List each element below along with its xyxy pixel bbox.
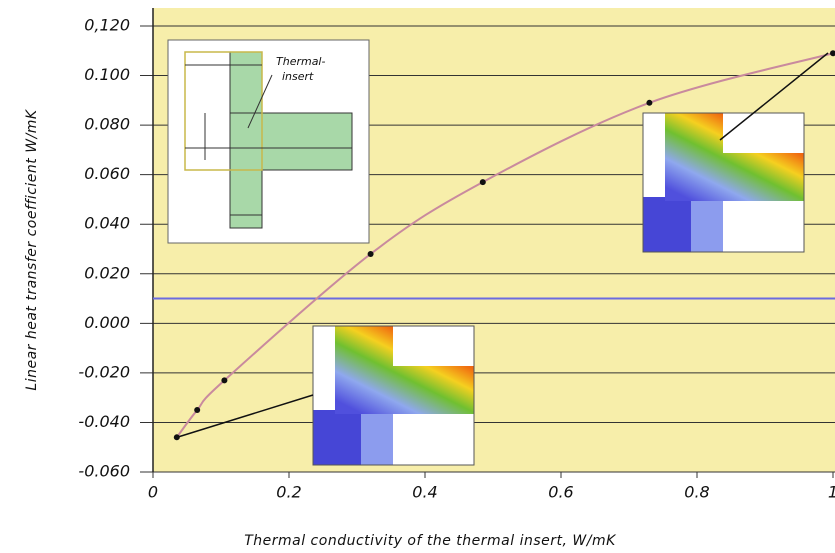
y-tick-label: -0.040 <box>78 412 130 431</box>
y-axis-title: Linear heat transfer coefficient W/mK <box>24 108 40 391</box>
x-tick-label: 0.2 <box>276 483 301 502</box>
data-point <box>368 251 374 257</box>
y-tick-label: 0.100 <box>84 65 130 84</box>
heatmap-inset <box>313 326 474 465</box>
data-point <box>646 100 652 106</box>
inset-diagram: Thermal- insert <box>168 40 369 243</box>
x-tick-label: 1 <box>828 483 835 502</box>
y-tick-label: 0.000 <box>84 313 130 332</box>
x-axis-title: Thermal conductivity of the thermal inse… <box>244 533 617 549</box>
heatmap-inset <box>643 113 804 252</box>
y-tick-label: 0,120 <box>84 16 130 35</box>
inset-label: Thermal- <box>276 55 325 68</box>
y-tick-label: 0.080 <box>84 115 130 134</box>
x-tick-label: 0.6 <box>548 483 573 502</box>
data-point <box>221 377 227 383</box>
x-tick-label: 0.8 <box>684 483 709 502</box>
inset-label: insert <box>282 70 314 83</box>
y-tick-label: 0.020 <box>84 263 130 282</box>
chart: Linear heat transfer coefficient W/mK Th… <box>0 0 835 553</box>
y-tick-label: 0.060 <box>84 164 130 183</box>
y-tick-label: -0.020 <box>78 362 130 381</box>
x-tick-label: 0.4 <box>412 483 437 502</box>
x-tick-label: 0 <box>148 483 158 502</box>
y-tick-label: -0.060 <box>78 462 130 481</box>
y-tick-label: 0.040 <box>84 214 130 233</box>
data-point <box>194 407 200 413</box>
data-point <box>480 179 486 185</box>
